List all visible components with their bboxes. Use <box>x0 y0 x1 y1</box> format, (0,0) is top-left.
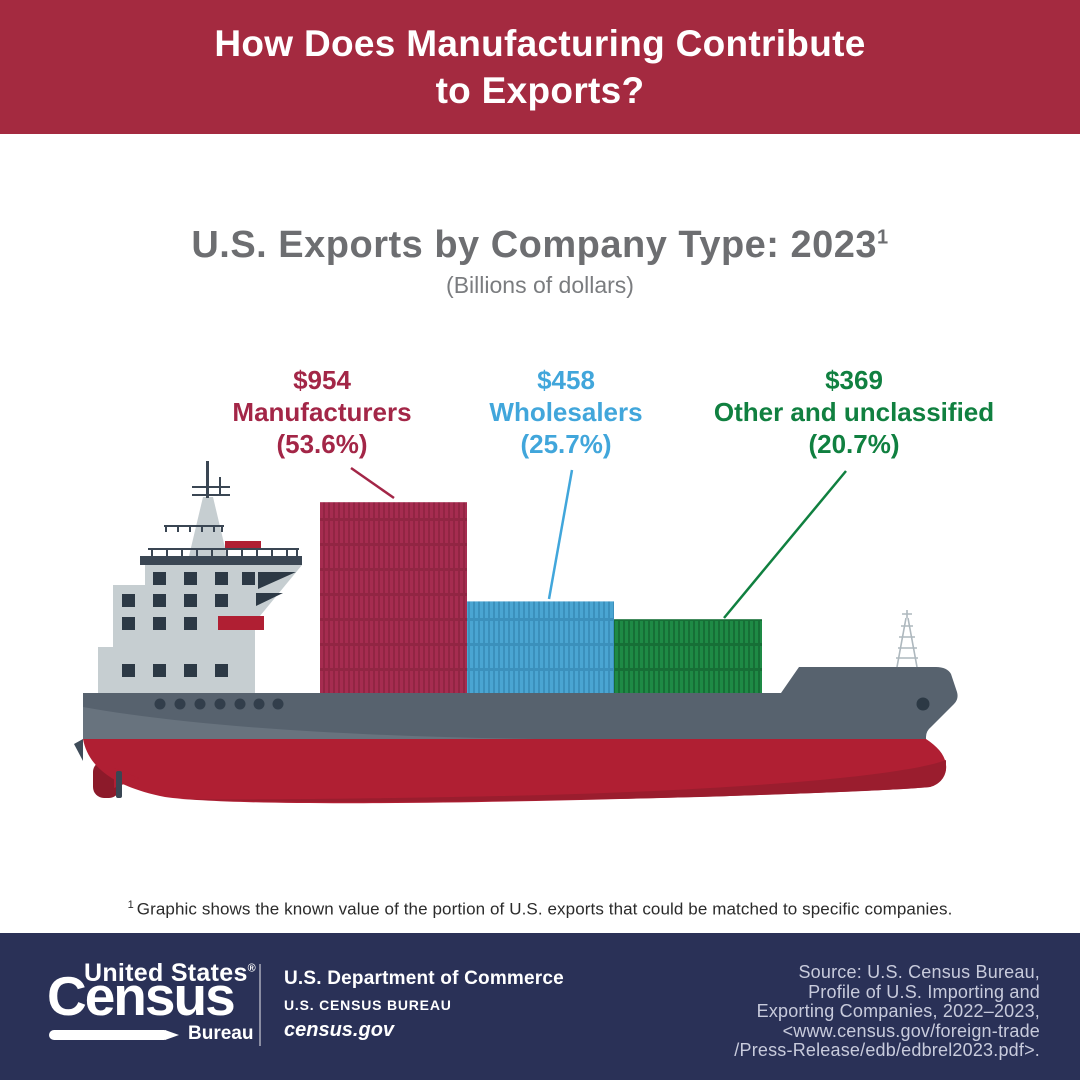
label-manufacturers: $954 Manufacturers (53.6%) <box>152 364 492 460</box>
label-value: $369 <box>825 365 883 395</box>
banner: How Does Manufacturing Contribute to Exp… <box>0 0 1080 134</box>
ship-superstructure <box>98 461 302 693</box>
footnote: 1 Graphic shows the known value of the po… <box>0 899 1080 920</box>
source-line: Exporting Companies, 2022–2023, <box>756 1001 1040 1021</box>
ship-hull <box>74 610 958 804</box>
infographic-title-line1: How Does Manufacturing Contribute <box>214 23 866 64</box>
ship-mast <box>189 461 230 556</box>
source-line: Source: U.S. Census Bureau, <box>798 962 1040 982</box>
label-wholesalers: $458 Wholesalers (25.7%) <box>396 364 736 460</box>
chart-title-text: U.S. Exports by Company Type: 2023 <box>191 224 878 266</box>
label-value: $954 <box>293 365 351 395</box>
logo-united-states: United States® <box>84 959 257 987</box>
superstructure-red-stripe <box>218 616 264 630</box>
footer-divider <box>259 964 261 1046</box>
label-category: Manufacturers <box>232 397 412 427</box>
label-category: Other and unclassified <box>713 397 995 427</box>
chart-subtitle: (Billions of dollars) <box>446 272 634 298</box>
container-stack-wholesalers <box>467 601 614 693</box>
source-line: /Press-Release/edb/edbrel2023.pdf>. <box>734 1040 1040 1060</box>
label-percent: (25.7%) <box>520 429 612 459</box>
logo-swoosh <box>49 1030 179 1040</box>
source-line: <www.census.gov/foreign-trade <box>782 1020 1040 1041</box>
bow-mast <box>896 610 918 668</box>
census-bureau-text: U.S. CENSUS BUREAU <box>284 997 452 1013</box>
leader-line-other-unclassified <box>723 470 847 619</box>
bridge-windows <box>122 572 255 677</box>
chart-title-footnote-marker: 1 <box>877 226 889 249</box>
superstructure-red-stripe <box>225 541 261 550</box>
registered-trademark-icon: ® <box>247 962 257 975</box>
department-of-commerce: U.S. Department of Commerce <box>284 968 564 989</box>
source-citation: Source: U.S. Census Bureau, Profile of U… <box>734 962 1040 1061</box>
chart-title: U.S. Exports by Company Type: 20231 <box>0 224 1080 267</box>
leader-line-wholesalers <box>547 469 574 600</box>
footnote-text: Graphic shows the known value of the por… <box>136 899 953 919</box>
logo-bureau: Bureau <box>188 1023 254 1044</box>
label-value: $458 <box>537 365 595 395</box>
footnote-marker: 1 <box>127 899 134 911</box>
label-percent: (53.6%) <box>276 429 368 459</box>
infographic-title: How Does Manufacturing Contribute to Exp… <box>0 0 1080 114</box>
label-percent: (20.7%) <box>808 429 900 459</box>
footer: United States® Census Bureau U.S. Depart… <box>0 933 1080 1080</box>
label-category: Wholesalers <box>489 397 643 427</box>
source-line: Profile of U.S. Importing and <box>808 981 1040 1002</box>
census-gov-text: census.gov <box>284 1019 395 1041</box>
container-stack-other-unclassified <box>614 619 762 693</box>
portholes <box>154 697 930 711</box>
deck-railings <box>148 525 299 556</box>
department-block: U.S. Department of Commerce U.S. CENSUS … <box>284 968 564 1042</box>
label-other-unclassified: $369 Other and unclassified (20.7%) <box>684 364 1024 460</box>
logo-census: Census <box>47 965 236 1027</box>
infographic-title-line2: to Exports? <box>435 70 645 111</box>
leader-line-manufacturers <box>350 466 395 500</box>
container-stack-manufacturers <box>320 502 467 693</box>
